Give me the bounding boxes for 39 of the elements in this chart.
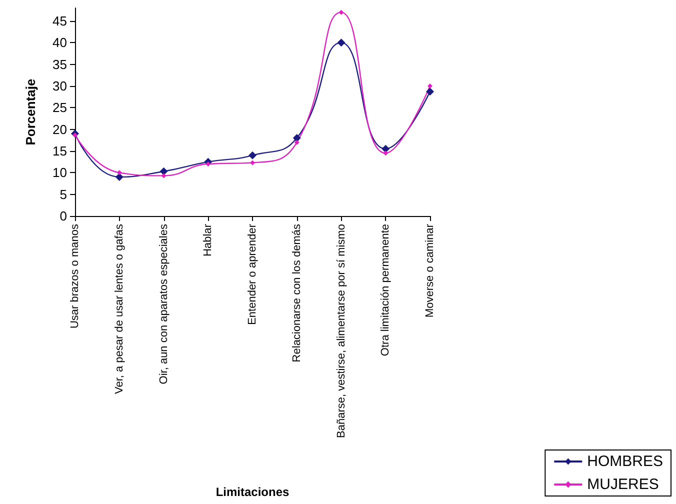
y-tick-label: 10 — [52, 165, 67, 180]
x-tick-label: Ver, a pesar de usar lentes o gafas — [113, 224, 126, 394]
point — [248, 151, 256, 160]
y-tick-label: 5 — [60, 186, 67, 202]
point — [426, 88, 434, 96]
point — [206, 162, 211, 166]
line-series — [72, 10, 432, 178]
legend-label: HOMBRES — [587, 453, 663, 470]
point — [337, 38, 346, 47]
point — [115, 173, 124, 181]
x-tick-label: Bañarse, vestirse, alimentarse por sí mismo — [335, 224, 348, 438]
x-tick-label: Usar brazos o manos — [69, 224, 81, 329]
y-tick-label: 40 — [52, 35, 67, 50]
y-tick-label: 15 — [52, 144, 67, 158]
point — [294, 140, 300, 145]
y-tick-label: 25 — [52, 100, 67, 116]
x-tick-label: Oir, aun con aparatos especiales — [158, 224, 170, 384]
point — [250, 160, 255, 166]
y-tick-label: 0 — [60, 208, 67, 224]
y-tick-label: 20 — [52, 122, 67, 137]
x-tick-label: Otra limitación permanente — [380, 224, 392, 356]
point — [116, 170, 122, 176]
x-tick-label: Entender o aprender — [246, 224, 258, 325]
x-tick-label: Moverse o caminar — [424, 224, 436, 318]
x-tick-label: Hablar — [202, 224, 214, 256]
point — [382, 144, 390, 153]
x-axis-title: Limitaciones — [216, 485, 290, 499]
point — [161, 173, 166, 178]
point — [72, 132, 78, 138]
y-axis-title: Porcentaje — [23, 78, 38, 146]
y-tick-label: 35 — [52, 56, 67, 72]
y-tick-label: 30 — [52, 78, 67, 94]
point — [428, 84, 432, 88]
point — [292, 134, 301, 142]
point — [383, 150, 388, 156]
point — [338, 10, 344, 15]
y-tick-label: 45 — [52, 14, 67, 28]
x-tick-label: Relacionarse con los demás — [290, 224, 303, 362]
legend-label: MUJERES — [587, 476, 659, 493]
